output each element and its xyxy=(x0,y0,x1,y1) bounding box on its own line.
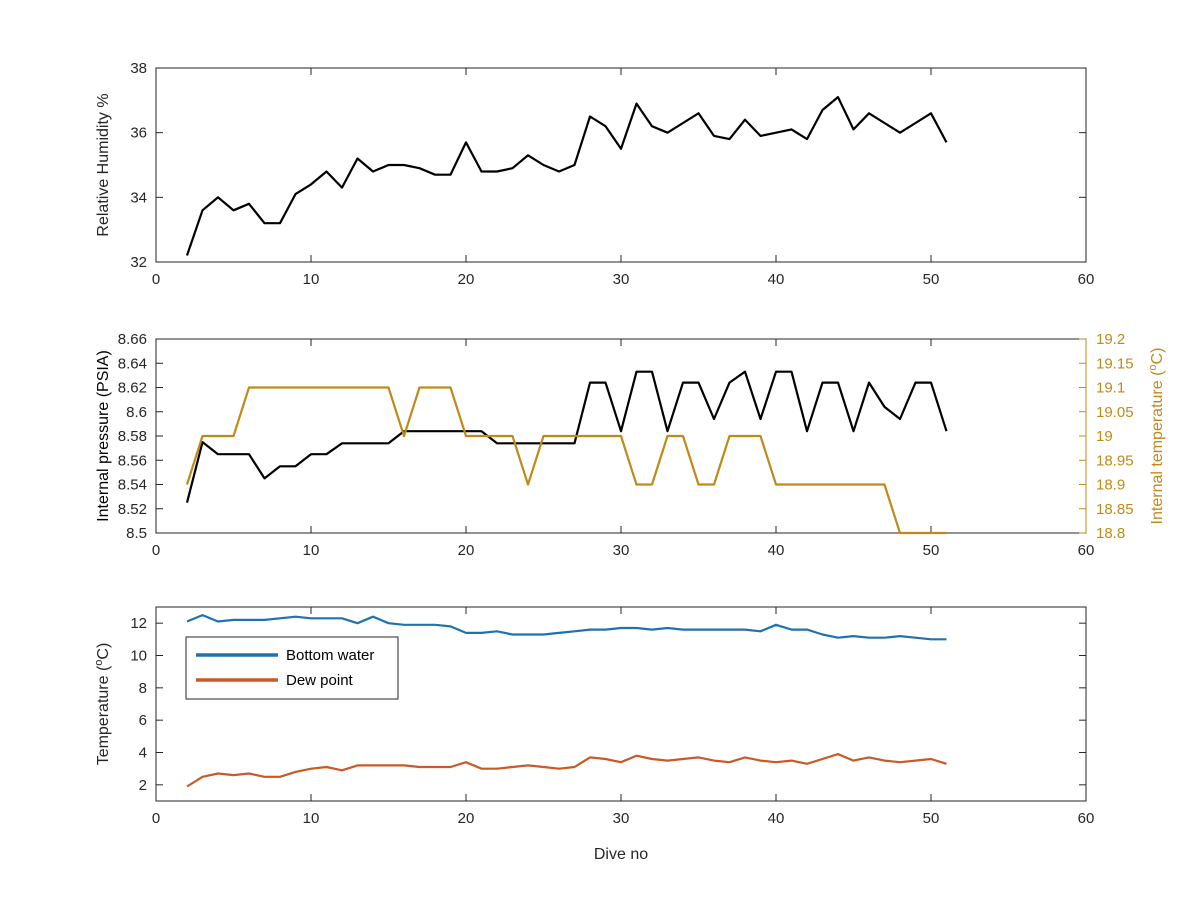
x-tick-label: 0 xyxy=(152,810,160,827)
chart-panel-3: 0 10 20 30 40 50 60 2 4 6 8 10 12 Temperature (oC) Div… xyxy=(93,606,1095,863)
y2-tick-label: 19 xyxy=(1096,428,1113,445)
x-tick-label: 30 xyxy=(613,810,630,827)
y-axis-label: Relative Humidity % xyxy=(95,93,112,236)
y-tick-label: 8.62 xyxy=(118,380,147,397)
y2-tick-label: 18.8 xyxy=(1096,525,1125,542)
x-tick-label: 30 xyxy=(613,271,630,288)
y-tick-label: 8.64 xyxy=(118,355,147,372)
x-tick-label: 0 xyxy=(152,542,160,559)
x-tick-label: 60 xyxy=(1078,810,1095,827)
series-line-1 xyxy=(185,370,948,503)
legend-box xyxy=(185,636,399,700)
series-line-2 xyxy=(185,386,947,535)
x-tick-label: 10 xyxy=(303,271,320,288)
y2-tick-label: 19.2 xyxy=(1096,331,1125,348)
y-tick-label: 8.6 xyxy=(126,404,147,421)
chart-panel-1: 0 10 20 30 40 50 60 32 34 36 38 Relative Humidity % xyxy=(95,60,1094,288)
x-tick-label: 20 xyxy=(458,810,475,827)
y2-tick-label: 18.85 xyxy=(1096,501,1134,518)
legend-label: Bottom water xyxy=(286,647,374,664)
y-tick-label: 2 xyxy=(139,777,147,794)
x-tick-label: 40 xyxy=(768,542,785,559)
x-tick-label: 40 xyxy=(768,271,785,288)
y-tick-label: 8.54 xyxy=(118,477,147,494)
y-tick-label: 36 xyxy=(130,125,147,142)
y-tick-label: 8.52 xyxy=(118,501,147,518)
y-tick-label: 6 xyxy=(139,712,147,729)
x-tick-label: 10 xyxy=(303,542,320,559)
x-tick-label: 60 xyxy=(1078,542,1095,559)
x-tick-label: 20 xyxy=(458,271,475,288)
y-tick-label: 10 xyxy=(130,648,147,665)
x-tick-label: 10 xyxy=(303,810,320,827)
y-tick-label: 34 xyxy=(130,189,147,206)
legend: Bottom water Dew point xyxy=(185,636,399,700)
x-tick-label: 20 xyxy=(458,542,475,559)
y2-tick-label: 19.15 xyxy=(1096,355,1134,372)
y2-axis-label: Internal temperature (oC) xyxy=(1147,348,1166,525)
y-tick-label: 8.58 xyxy=(118,428,147,445)
y-tick-label: 12 xyxy=(130,615,147,632)
y-tick-label: 8.56 xyxy=(118,452,147,469)
y-axis-label: Internal pressure (PSIA) xyxy=(95,350,112,522)
y-tick-label: 38 xyxy=(130,60,147,77)
x-tick-label: 50 xyxy=(923,542,940,559)
y2-tick-label: 18.95 xyxy=(1096,452,1134,469)
series-line-bottom-water xyxy=(186,613,947,641)
series-line-1 xyxy=(185,95,948,256)
y-tick-label: 4 xyxy=(139,745,147,762)
x-tick-label: 0 xyxy=(152,271,160,288)
x-tick-label: 50 xyxy=(923,271,940,288)
y2-tick-label: 19.1 xyxy=(1096,380,1125,397)
y-tick-label: 32 xyxy=(130,254,147,271)
y2-tick-label: 19.05 xyxy=(1096,404,1134,421)
series-line-dew-point xyxy=(186,752,947,788)
y-tick-label: 8.5 xyxy=(126,525,147,542)
y2-tick-label: 18.9 xyxy=(1096,477,1125,494)
chart-panel-2: 0 10 20 30 40 50 60 8.5 8.52 8.54 8.56 8.58 8.6 8.62 8… xyxy=(95,331,1166,559)
legend-label: Dew point xyxy=(286,672,354,689)
x-tick-label: 30 xyxy=(613,542,630,559)
y-axis-label: Temperature (oC) xyxy=(93,643,112,766)
x-tick-label: 60 xyxy=(1078,271,1095,288)
x-tick-label: 50 xyxy=(923,810,940,827)
y-tick-label: 8.66 xyxy=(118,331,147,348)
x-tick-label: 40 xyxy=(768,810,785,827)
y-tick-label: 8 xyxy=(139,680,147,697)
x-axis-label: Dive no xyxy=(594,846,648,863)
